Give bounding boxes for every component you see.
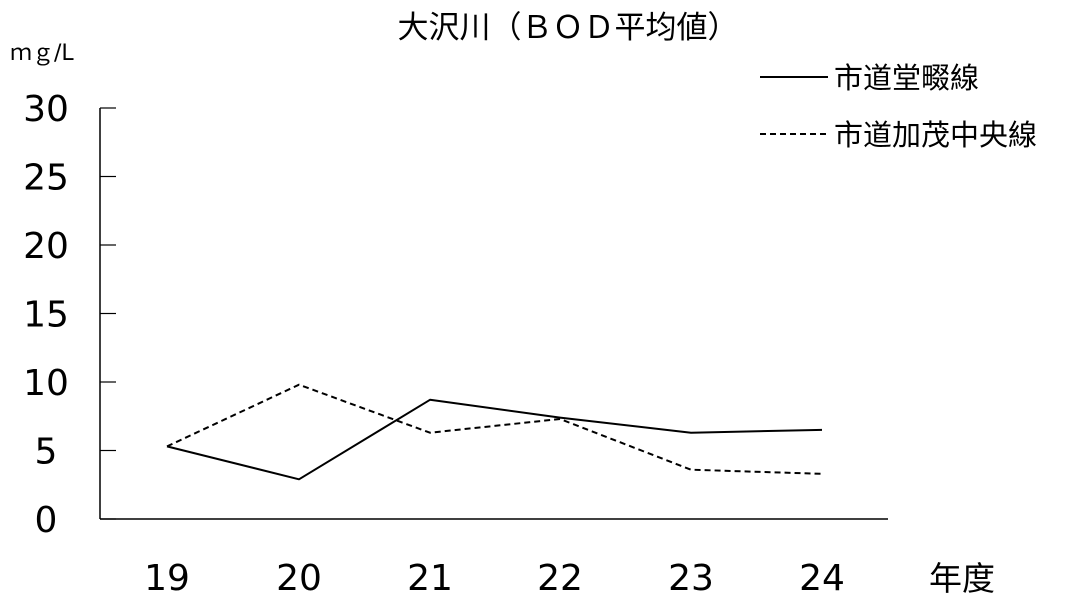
- y-tick-label: 5: [35, 432, 58, 473]
- series-line-0: [166, 398, 823, 481]
- legend: 市道堂畷線 市道加茂中央線: [760, 61, 1037, 152]
- x-tick-label: 23: [668, 558, 714, 599]
- x-axis-label: 年度: [929, 559, 995, 598]
- x-axis-ticks: 19 20 21 22 23 24: [144, 558, 845, 599]
- legend-label-dohnawate: 市道堂畷線: [834, 61, 979, 95]
- y-tick-label: 20: [23, 226, 69, 267]
- x-tick-label: 24: [799, 558, 845, 599]
- x-tick-label: 19: [144, 558, 190, 599]
- chart-title: 大沢川（ＢＯＤ平均値）: [398, 10, 739, 46]
- y-tick-label: 15: [23, 295, 69, 336]
- x-tick-label: 21: [407, 558, 453, 599]
- y-tick-label: 30: [23, 89, 69, 130]
- series-lines: [166, 383, 823, 481]
- y-axis-ticks: 0 5 10 15 20 25 30: [23, 89, 116, 541]
- y-tick-label: 0: [35, 500, 58, 541]
- y-tick-label: 25: [23, 158, 69, 199]
- x-tick-label: 20: [276, 558, 322, 599]
- x-tick-label: 22: [537, 558, 583, 599]
- y-tick-label: 10: [23, 363, 69, 404]
- series-line-1: [166, 383, 823, 475]
- legend-label-kamo-chuo: 市道加茂中央線: [834, 118, 1037, 152]
- y-axis-unit: ｍｇ/L: [10, 41, 74, 66]
